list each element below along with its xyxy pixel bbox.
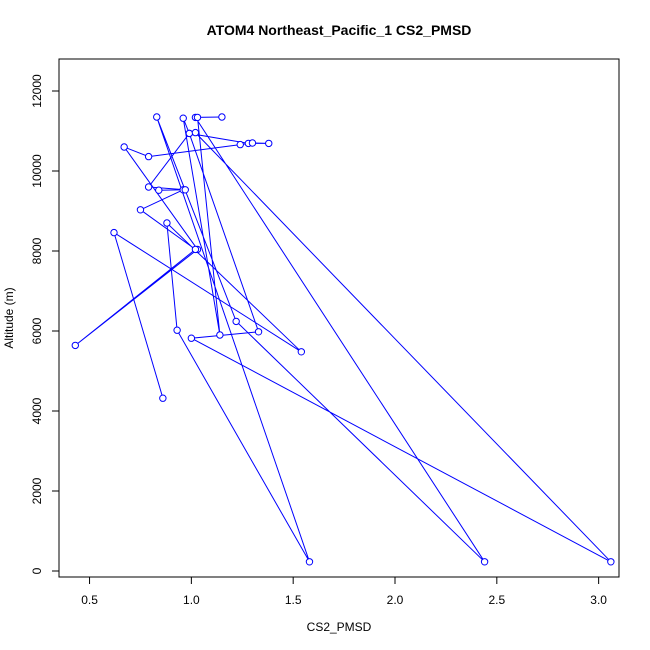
data-point xyxy=(191,245,200,254)
series-line xyxy=(74,116,612,563)
data-point xyxy=(163,219,171,227)
x-axis-label: CS2_PMSD xyxy=(307,620,372,634)
x-tick-label: 2.5 xyxy=(488,593,505,607)
y-tick-label: 4000 xyxy=(30,397,44,424)
y-tick-label: 12000 xyxy=(30,74,44,108)
data-point xyxy=(173,326,181,334)
data-point xyxy=(144,183,153,191)
data-point xyxy=(144,152,153,161)
y-tick-label: 0 xyxy=(30,567,44,574)
data-point xyxy=(480,558,489,566)
data-point xyxy=(607,558,615,566)
data-point xyxy=(265,139,273,148)
data-point xyxy=(297,348,306,356)
data-point xyxy=(153,113,161,121)
y-tick-label: 8000 xyxy=(30,237,44,264)
y-tick-label: 10000 xyxy=(30,154,44,188)
x-tick-label: 1.5 xyxy=(285,593,302,607)
data-point xyxy=(187,334,196,342)
data-point xyxy=(181,186,189,194)
data-point xyxy=(110,228,118,237)
plot-frame xyxy=(58,58,620,578)
data-point xyxy=(185,129,194,138)
data-series xyxy=(71,113,615,566)
y-tick-label: 2000 xyxy=(30,477,44,504)
data-point xyxy=(179,114,187,122)
data-point xyxy=(193,113,202,122)
data-point xyxy=(71,341,79,350)
data-point xyxy=(254,328,263,336)
data-point xyxy=(305,558,314,566)
data-point xyxy=(159,394,167,402)
data-point xyxy=(236,140,244,149)
x-tick-label: 2.0 xyxy=(387,593,404,607)
data-point xyxy=(216,331,224,339)
x-tick-label: 3.0 xyxy=(590,593,607,607)
x-axis: 0.5 1.0 1.5 2.0 2.5 3.0 xyxy=(81,576,607,607)
x-tick-label: 1.0 xyxy=(183,593,200,607)
data-point xyxy=(136,206,145,214)
data-point xyxy=(120,143,128,151)
chart-title: ATOM4 Northeast_Pacific_1 CS2_PMSD xyxy=(207,22,472,38)
y-tick-label: 6000 xyxy=(30,317,44,344)
data-point xyxy=(248,139,257,147)
x-tick-label: 0.5 xyxy=(81,593,98,607)
data-point xyxy=(232,317,240,326)
data-point xyxy=(191,128,200,137)
y-axis-label: Altitude (m) xyxy=(2,287,16,348)
data-point xyxy=(218,113,226,121)
data-point xyxy=(155,186,163,194)
y-axis: 0 2000 4000 6000 8000 10000 12000 xyxy=(30,74,60,574)
